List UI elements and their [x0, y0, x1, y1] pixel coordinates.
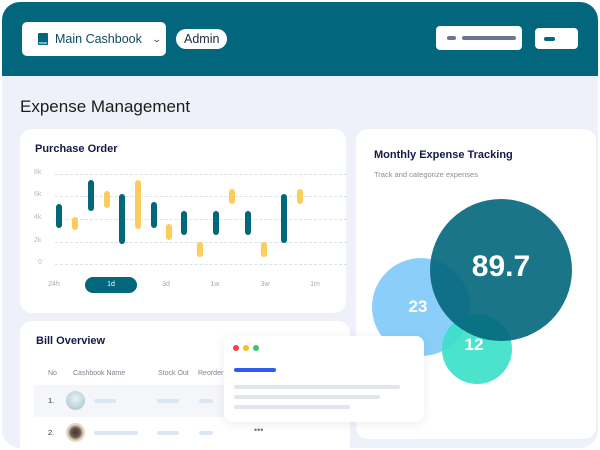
column-header-no: No [48, 370, 57, 377]
bubble-12-label: 12 [464, 335, 484, 354]
grid-line [55, 264, 347, 265]
bar-yellow [72, 216, 78, 231]
top-bar: Main Cashbook ⌄ Admin [2, 2, 598, 76]
placeholder-line [94, 431, 138, 435]
placeholder-line [234, 385, 400, 389]
purchase-order-title: Purchase Order [35, 143, 118, 155]
page-title: Expense Management [20, 97, 191, 116]
action-button[interactable] [535, 28, 578, 49]
placeholder-line [234, 405, 350, 409]
bar-yellow [135, 179, 141, 230]
placeholder-line [462, 36, 516, 40]
column-header-stock-out: Stock Out [158, 370, 189, 377]
range-1d[interactable]: 1d [85, 277, 137, 293]
bar-yellow [261, 241, 267, 258]
bar-yellow [166, 223, 172, 241]
bar-yellow [297, 188, 303, 205]
column-header-reorder: Reorder [198, 370, 224, 377]
placeholder-line [199, 399, 213, 403]
bar-teal [181, 211, 187, 235]
monthly-expense-title: Monthly Expense Tracking [374, 149, 513, 161]
bubble-23-label: 23 [408, 297, 428, 316]
close-window-icon[interactable] [233, 345, 239, 351]
placeholder-line [157, 399, 179, 403]
maximize-window-icon[interactable] [253, 345, 259, 351]
popup-window [224, 336, 424, 422]
cashbook-selector[interactable]: Main Cashbook ⌄ [22, 22, 166, 56]
watch-avatar [66, 423, 85, 442]
placeholder-line [94, 399, 116, 403]
grid-line [55, 174, 347, 175]
range-1w[interactable]: 1w [210, 281, 220, 288]
range-24h[interactable]: 24h [48, 281, 60, 288]
bill-overview-title: Bill Overview [36, 335, 106, 347]
placeholder-line [199, 431, 213, 435]
placeholder-line [234, 395, 380, 399]
range-1m[interactable]: 1m [310, 281, 320, 288]
bubble-89-7: 89.7 [430, 199, 572, 341]
range-3w[interactable]: 3w [260, 281, 270, 288]
bar-yellow [197, 241, 203, 258]
grid-line [55, 196, 347, 197]
column-header-cashbook-name: Cashbook Name [73, 370, 126, 377]
book-icon [38, 33, 48, 45]
y-tick-8k: 8k [34, 169, 42, 176]
grid-line [55, 219, 347, 220]
table-row[interactable]: 2. ••• [34, 417, 350, 448]
placeholder-line [157, 431, 179, 435]
y-tick-0: 0 [38, 259, 42, 266]
bar-teal [151, 202, 157, 228]
minimize-window-icon[interactable] [243, 345, 249, 351]
accent-line [234, 368, 276, 372]
bar-teal [213, 211, 219, 235]
row-number: 2. [48, 428, 55, 437]
purchase-order-card: Purchase Order 8k 6k 4k 2k 0 24h 1d 3d 1… [20, 129, 347, 313]
chevron-down-icon: ⌄ [151, 33, 162, 44]
bar-teal [245, 211, 251, 235]
bar-teal [119, 194, 125, 244]
y-tick-6k: 6k [34, 191, 42, 198]
cashbook-selector-label: Main Cashbook [55, 32, 142, 46]
placeholder-line [544, 36, 555, 41]
more-options-icon[interactable]: ••• [254, 425, 264, 435]
y-tick-2k: 2k [34, 237, 42, 244]
y-tick-4k: 4k [34, 214, 42, 221]
bar-yellow [229, 188, 235, 205]
placeholder-dot [447, 36, 456, 40]
bar-teal [88, 179, 94, 212]
bar-yellow [104, 190, 110, 208]
bar-teal [281, 194, 287, 243]
role-badge: Admin [176, 29, 228, 49]
chair-avatar [66, 391, 85, 410]
search-field-button[interactable] [436, 26, 522, 50]
monthly-expense-subtitle: Track and categorize expenses [374, 170, 478, 179]
range-3d[interactable]: 3d [162, 281, 170, 288]
bubble-89-7-label: 89.7 [471, 250, 531, 283]
bar-teal [56, 204, 62, 228]
row-number: 1. [48, 396, 55, 405]
